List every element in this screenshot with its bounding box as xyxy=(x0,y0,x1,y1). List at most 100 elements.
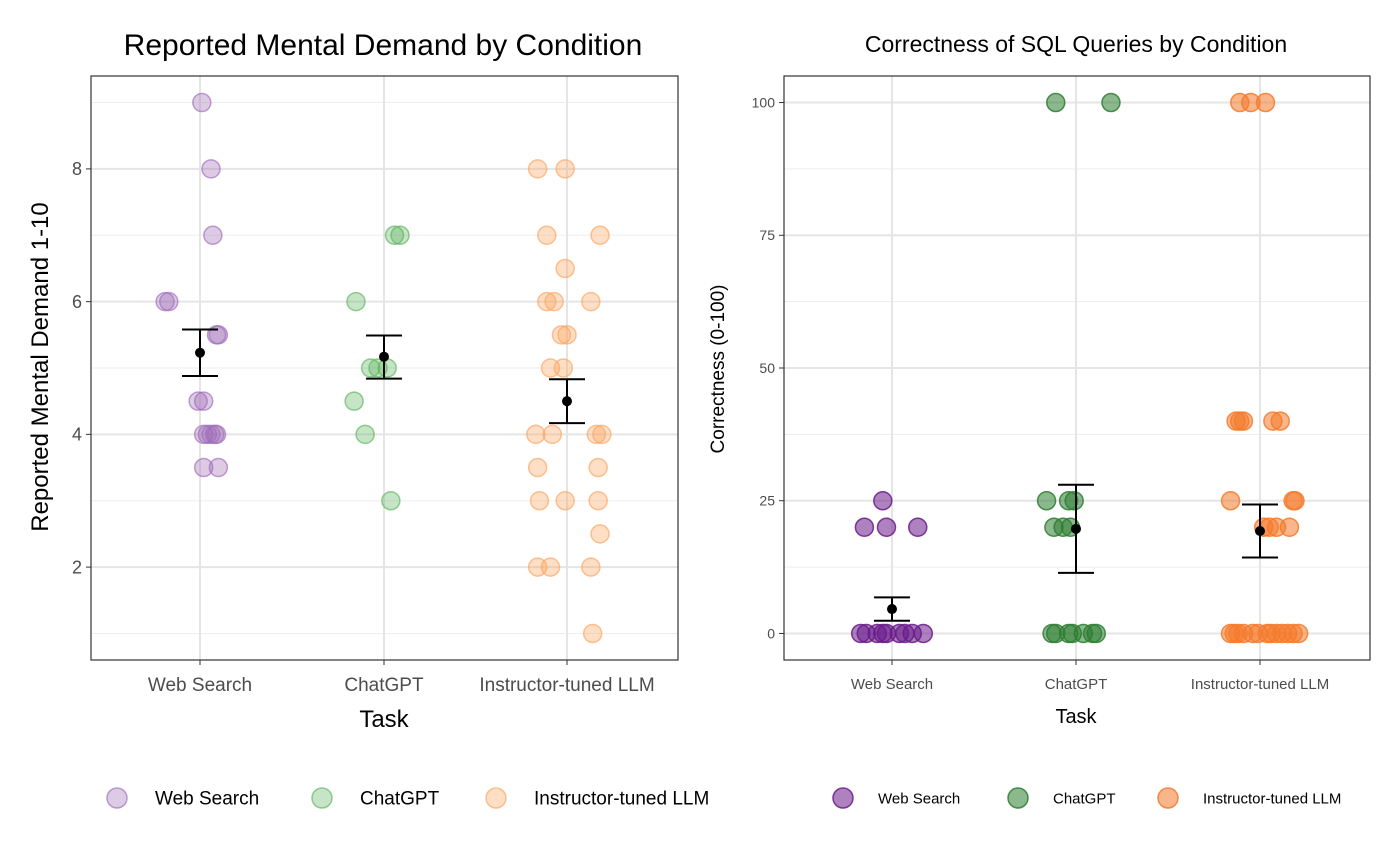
data-point xyxy=(527,159,548,179)
y-tick-label: 100 xyxy=(752,94,776,110)
data-point xyxy=(346,291,366,312)
data-point xyxy=(854,517,875,538)
data-point xyxy=(1064,490,1084,511)
data-point xyxy=(344,391,364,411)
x-axis-title: Task xyxy=(1055,706,1097,728)
plot-area-sql-correctness: 0 25 50 75 100 Web Search ChatGPT Instructor-tu… xyxy=(752,75,1371,693)
chart-title: Reported Mental Demand by Condition xyxy=(124,29,643,62)
data-point xyxy=(555,490,575,511)
x-tick-label: Instructor-tuned LLM xyxy=(1191,676,1329,693)
y-tick-label: 25 xyxy=(759,493,775,509)
y-tick-label: 0 xyxy=(767,625,775,641)
data-point xyxy=(590,524,610,544)
mean-point xyxy=(562,396,572,407)
data-point xyxy=(913,623,934,644)
data-point xyxy=(1220,490,1241,511)
data-point xyxy=(586,424,607,445)
chart-title: Correctness of SQL Queries by Condition xyxy=(865,31,1287,57)
legend-key xyxy=(106,787,128,809)
data-point xyxy=(553,358,574,378)
data-point xyxy=(582,623,603,644)
data-point xyxy=(527,457,548,478)
legend-label: Web Search xyxy=(155,789,259,810)
data-point xyxy=(390,225,410,246)
x-axis-title: Task xyxy=(359,706,409,733)
data-point xyxy=(557,325,577,345)
data-point xyxy=(1036,490,1057,511)
data-point xyxy=(537,291,557,312)
data-point xyxy=(193,457,214,478)
data-point xyxy=(588,490,608,511)
chart-sql-correctness: Correctness of SQL Queries by Condition … xyxy=(708,31,1371,809)
data-point xyxy=(384,225,405,246)
data-point xyxy=(201,159,221,179)
y-axis-title: Correctness (0-100) xyxy=(708,285,729,454)
data-point xyxy=(377,358,397,378)
legend-key xyxy=(1157,787,1179,809)
data-point xyxy=(542,424,563,445)
data-point xyxy=(1288,623,1309,644)
data-point xyxy=(1086,623,1106,644)
data-point xyxy=(526,424,546,445)
data-point xyxy=(555,159,575,179)
mean-point xyxy=(1255,525,1265,536)
data-point xyxy=(188,391,208,411)
data-point xyxy=(360,358,381,378)
data-point xyxy=(208,457,229,478)
data-point xyxy=(1255,92,1276,113)
data-point xyxy=(206,424,227,445)
legend-label: Instructor-tuned LLM xyxy=(534,789,709,810)
legend-mental-demand: Web Search ChatGPT Instructor-tuned LLM xyxy=(106,787,709,810)
data-point xyxy=(873,490,893,511)
legend-key xyxy=(1007,787,1029,809)
data-point xyxy=(529,490,550,511)
x-tick-label: ChatGPT xyxy=(1045,676,1108,693)
data-point xyxy=(1279,517,1300,538)
x-tick-label: ChatGPT xyxy=(344,675,424,696)
data-point xyxy=(192,92,212,113)
data-point xyxy=(1270,411,1290,431)
legend-sql-correctness: Web Search ChatGPT Instructor-tuned LLM xyxy=(832,787,1341,809)
y-tick-label: 75 xyxy=(759,227,775,243)
data-point xyxy=(544,291,564,312)
y-tick-label: 8 xyxy=(72,159,82,179)
mean-point xyxy=(1071,523,1081,534)
legend-label: Web Search xyxy=(878,790,960,807)
x-tick-label: Instructor-tuned LLM xyxy=(479,675,654,696)
data-point xyxy=(355,424,375,445)
y-tick-label: 4 xyxy=(72,425,82,445)
legend-label: ChatGPT xyxy=(1053,790,1116,807)
legend-key xyxy=(832,787,854,809)
legend-key xyxy=(485,787,507,809)
data-point xyxy=(590,225,610,246)
data-point xyxy=(537,225,557,246)
data-point xyxy=(193,391,214,411)
y-tick-label: 6 xyxy=(72,292,82,312)
mean-point xyxy=(379,351,389,362)
x-tick-label: Web Search xyxy=(851,676,933,693)
data-point xyxy=(203,225,223,246)
data-point xyxy=(1101,92,1121,113)
data-point xyxy=(381,490,401,511)
y-tick-label: 50 xyxy=(759,360,775,376)
data-point xyxy=(592,424,612,445)
legend-label: Instructor-tuned LLM xyxy=(1203,790,1341,807)
legend-key xyxy=(311,787,333,809)
data-point xyxy=(551,325,572,345)
mean-point xyxy=(887,604,897,615)
data-point xyxy=(581,291,601,312)
legend-label: ChatGPT xyxy=(360,789,440,810)
y-tick-label: 2 xyxy=(72,557,82,577)
data-point xyxy=(1233,411,1254,431)
data-point xyxy=(540,557,561,577)
data-point xyxy=(581,557,601,577)
data-point xyxy=(159,291,179,312)
plot-area-mental-demand: 2 4 6 8 Web Search ChatGPT Instructor-tuned LL… xyxy=(72,75,679,696)
data-point xyxy=(555,258,575,279)
mean-point xyxy=(195,347,205,358)
data-point xyxy=(908,517,928,538)
chart-mental-demand: Reported Mental Demand by Condition 2 4 6 8… xyxy=(27,29,709,810)
data-point xyxy=(1285,490,1305,511)
y-axis-title: Reported Mental Demand 1-10 xyxy=(27,202,54,532)
